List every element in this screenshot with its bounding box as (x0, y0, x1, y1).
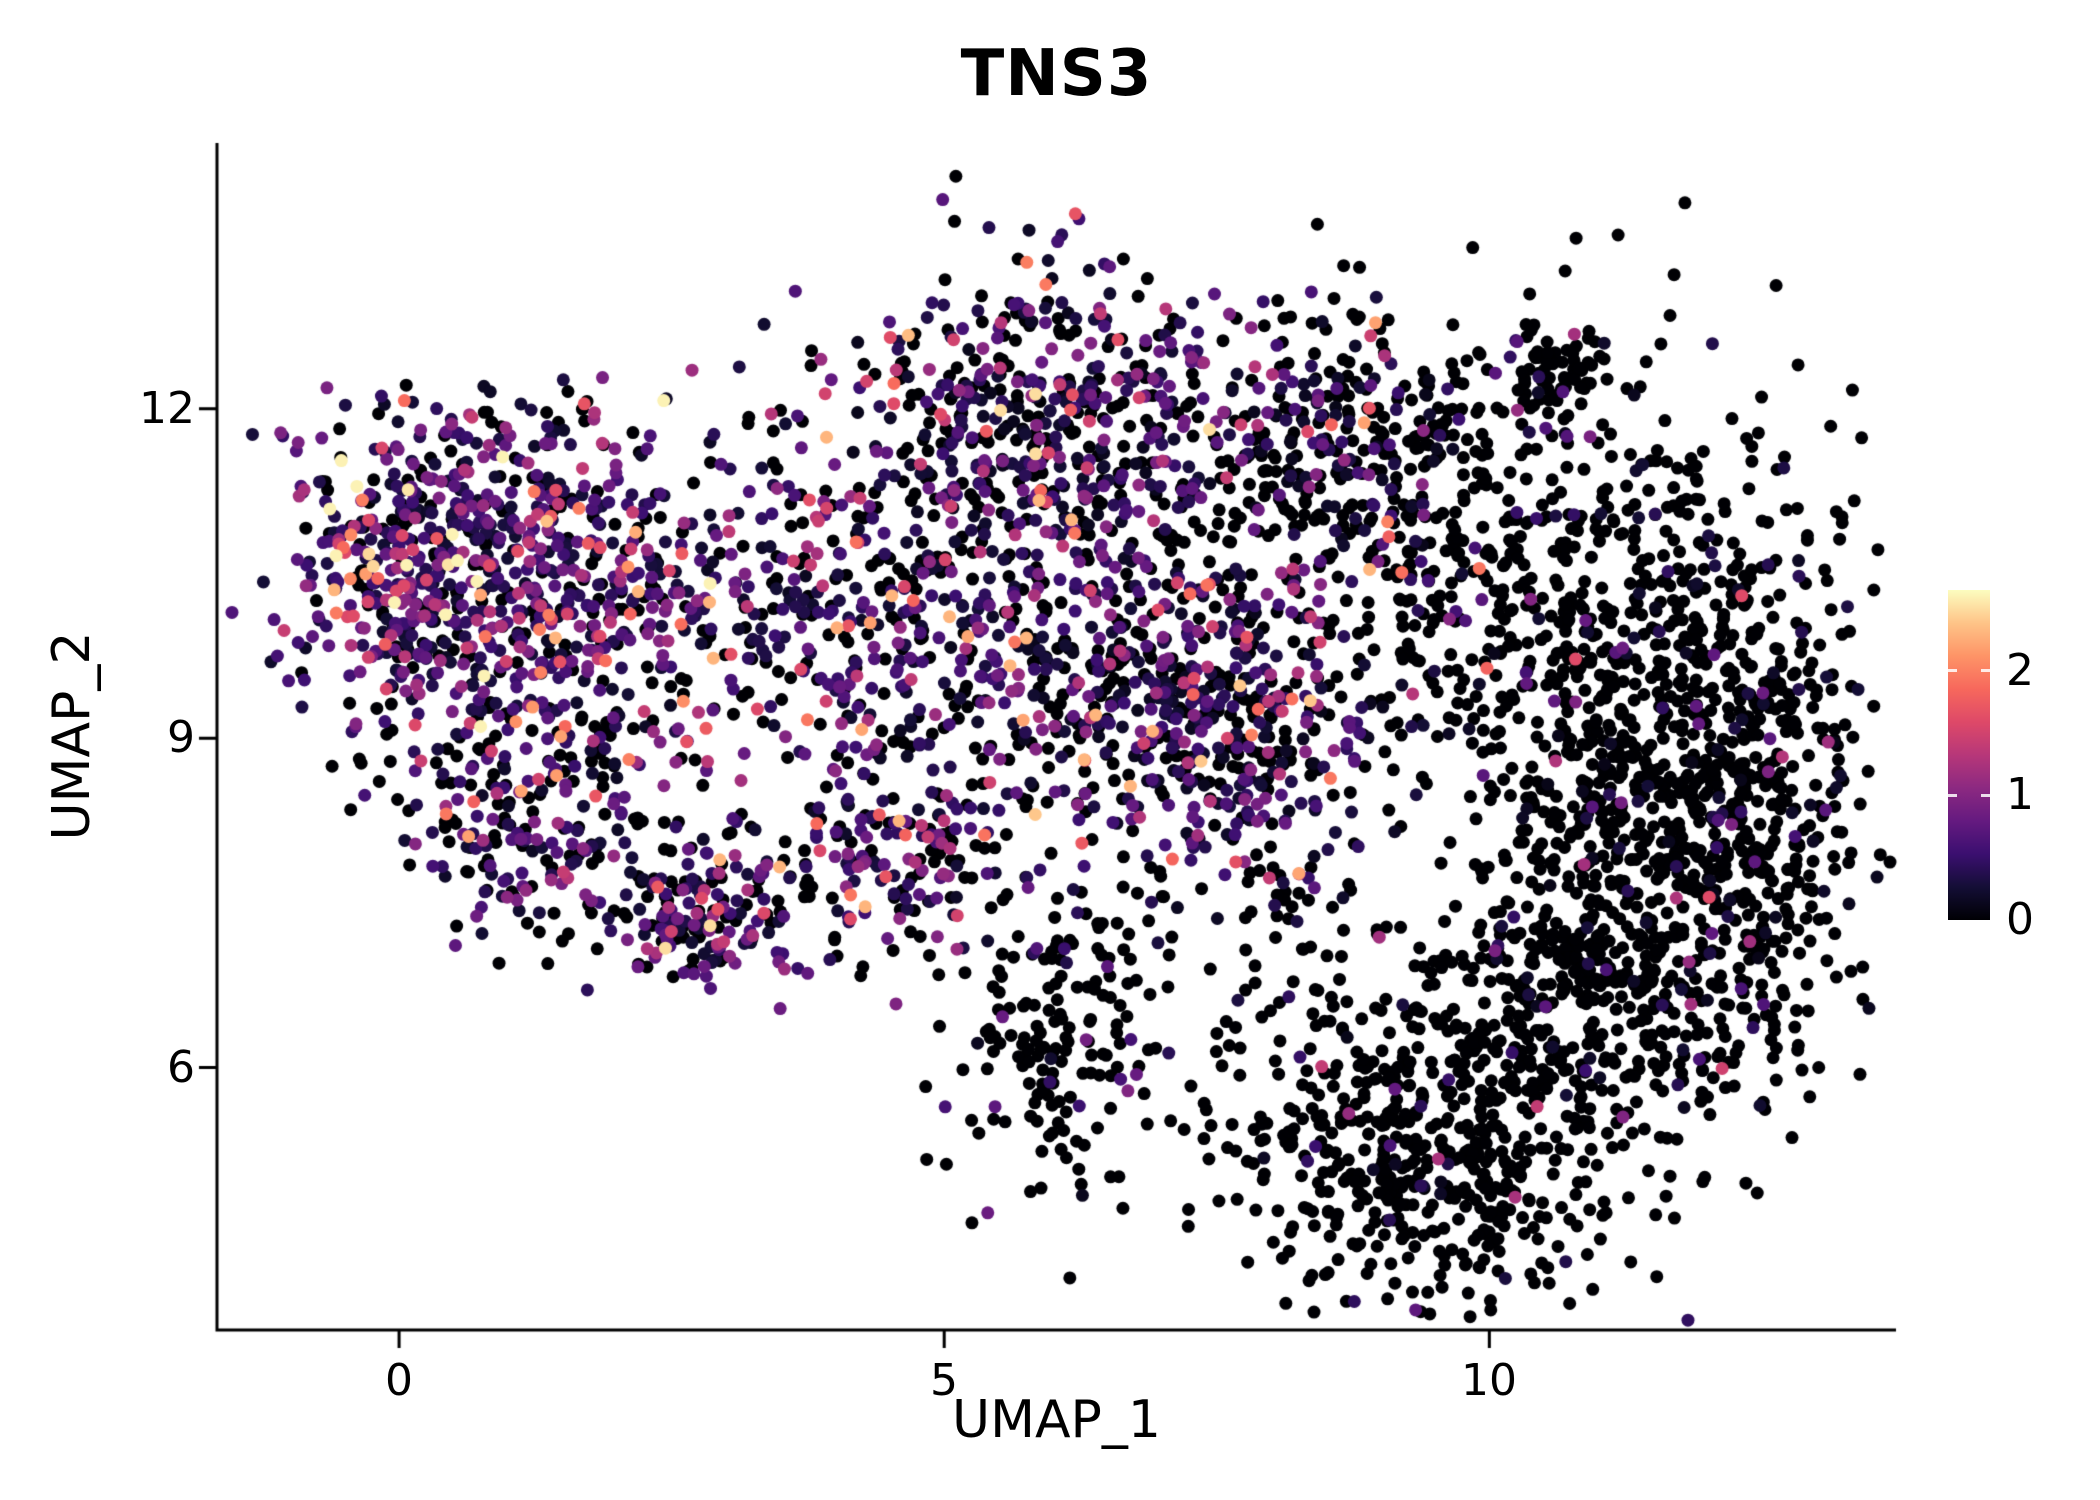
x-tick-label-0: 0 (385, 1355, 413, 1406)
colorbar-tick-mark (1981, 793, 1990, 797)
colorbar (1948, 590, 1990, 920)
colorbar-gradient (1948, 590, 1990, 920)
x-axis-label: UMAP_1 (952, 1390, 1161, 1450)
colorbar-tick-label-2: 2 (2006, 645, 2034, 696)
colorbar-tick-mark (1948, 793, 1957, 797)
y-tick-label-9: 9 (167, 712, 195, 763)
y-tick-label-12: 12 (139, 383, 195, 434)
colorbar-tick-label-0: 0 (2006, 894, 2034, 945)
colorbar-tick-mark (1948, 669, 1957, 673)
x-tick-label-5: 5 (930, 1355, 958, 1406)
plot-title: TNS3 (960, 37, 1153, 111)
colorbar-tick-mark (1981, 669, 1990, 673)
x-tick-label-10: 10 (1461, 1355, 1517, 1406)
colorbar-tick-label-1: 1 (2006, 769, 2034, 820)
y-tick-label-6: 6 (167, 1042, 195, 1093)
